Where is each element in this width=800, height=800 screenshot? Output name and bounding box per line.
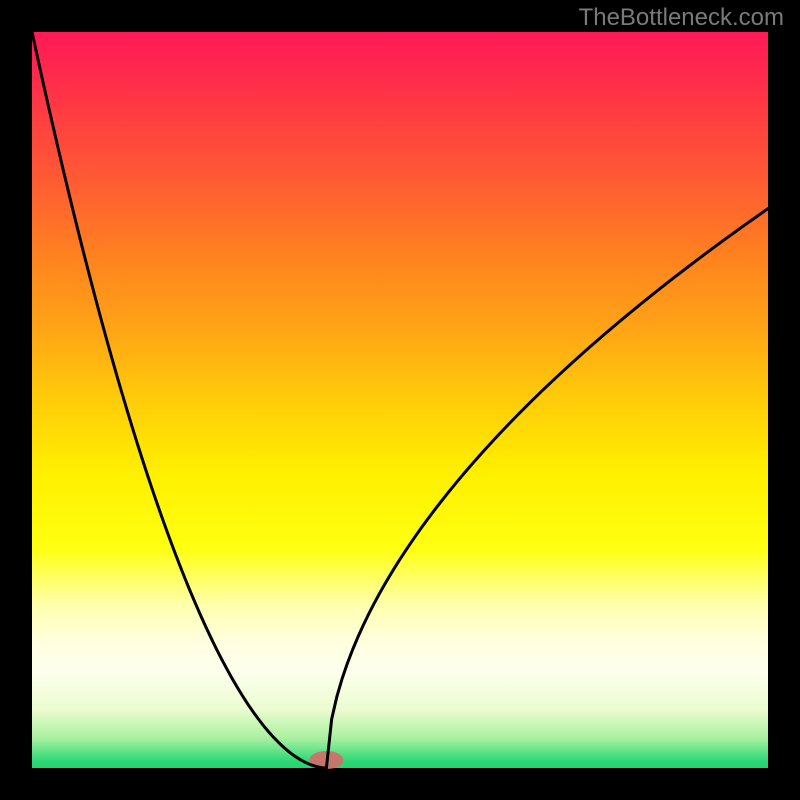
watermark-text: TheBottleneck.com xyxy=(579,4,784,32)
plot-background xyxy=(32,32,768,768)
bottleneck-chart xyxy=(0,0,800,800)
